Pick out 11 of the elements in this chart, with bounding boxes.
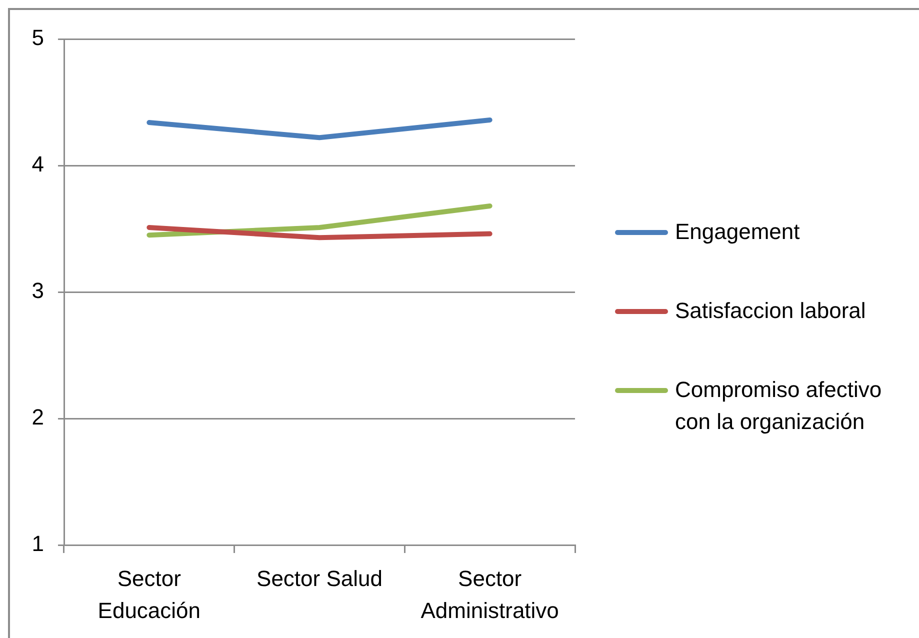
x-tick-label: Sector Administrativo <box>420 566 559 623</box>
y-tick-label: 4 <box>32 152 44 177</box>
legend-label: Engagement <box>675 218 801 246</box>
y-tick-label: 3 <box>32 278 44 304</box>
legend-label: Satisfaccion laboral <box>675 297 867 325</box>
legend-label: Compromiso afectivo con la organización <box>675 376 883 436</box>
y-tick-label: 1 <box>32 531 44 556</box>
x-tick-label: Sector Salud <box>256 566 382 592</box>
y-tick-label: 2 <box>32 404 44 430</box>
x-tick-label: Sector Educación <box>98 566 201 623</box>
y-tick-label: 5 <box>32 25 44 50</box>
